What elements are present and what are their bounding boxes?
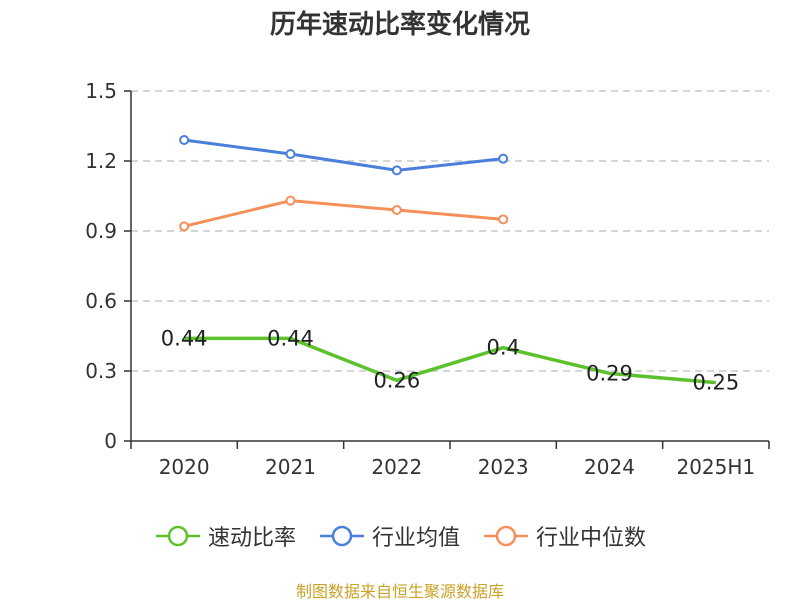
- axes: 0 0.3 0.6 0.9 1.2 1.5 2020 2021 2022 2023 2024 2025…: [85, 79, 770, 479]
- series-point: [391, 165, 402, 176]
- y-tick-label: 0.3: [85, 359, 117, 383]
- x-tick-label: 2025H1: [676, 455, 755, 479]
- y-tick-label: 0: [104, 429, 117, 453]
- grid-lines: [131, 90, 769, 372]
- x-tick-label: 2021: [265, 455, 316, 479]
- x-tick-label: 2020: [159, 455, 210, 479]
- legend-circle: [167, 525, 189, 547]
- series-point: [285, 195, 296, 206]
- series-point: [391, 205, 402, 215]
- data-label: 0.44: [267, 326, 314, 350]
- series-line: [183, 138, 504, 172]
- series-line: [184, 336, 716, 385]
- series-point: [498, 153, 509, 164]
- source-note: 制图数据来自恒生聚源数据库: [295, 582, 504, 601]
- data-label: 0.26: [373, 368, 420, 392]
- legend-item-industry-median[interactable]: 行业中位数: [482, 520, 646, 552]
- legend-label: 行业均值: [371, 526, 460, 551]
- legend-label: 速动比率: [207, 526, 296, 551]
- x-tick-label: 2024: [584, 455, 635, 479]
- legend-item-quick-ratio[interactable]: 速动比率: [154, 520, 296, 552]
- data-label: 0.44: [161, 326, 208, 350]
- series-line: [183, 199, 504, 228]
- y-tick-label: 0.6: [85, 289, 117, 313]
- x-tick-label: 2022: [371, 455, 422, 479]
- legend-item-industry-mean[interactable]: 行业均值: [318, 520, 460, 552]
- series-point: [285, 149, 296, 159]
- legend-label: 行业中位数: [536, 526, 647, 551]
- x-tick-label: 2023: [478, 455, 529, 479]
- data-label: 0.25: [692, 371, 739, 395]
- legend-marker-icon: [484, 525, 528, 547]
- legend-circle: [331, 525, 353, 547]
- y-tick-label: 1.5: [85, 79, 117, 103]
- series-lines: [179, 135, 716, 385]
- series-point: [498, 214, 509, 225]
- legend-marker-icon: [155, 525, 200, 547]
- series-point: [179, 221, 190, 232]
- chart-title: 历年速动比率变化情况: [269, 10, 530, 40]
- data-label: 0.4: [486, 336, 519, 360]
- legend-marker-icon: [319, 525, 364, 547]
- data-label: 0.29: [586, 361, 633, 385]
- series-point: [179, 135, 190, 145]
- legend: 速动比率 行业均值 行业中位数: [0, 520, 800, 552]
- y-tick-label: 1.2: [85, 149, 117, 173]
- y-tick-label: 0.9: [85, 219, 117, 243]
- data-labels: 0.44 0.44 0.26 0.4 0.29 0.25: [161, 326, 739, 394]
- legend-circle: [495, 525, 517, 547]
